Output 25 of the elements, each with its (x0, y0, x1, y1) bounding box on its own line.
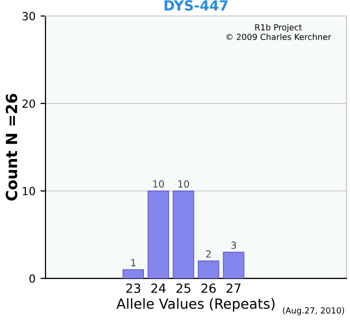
data-label: 2 (206, 250, 211, 258)
bar (148, 190, 170, 278)
data-label: 3 (231, 242, 236, 249)
data-label: 10 (153, 180, 164, 188)
y-tick-label: 20 (22, 99, 36, 108)
x-tick-label: 25 (176, 283, 190, 293)
text: (Aug.27, 2010) (282, 307, 344, 316)
bar (172, 190, 194, 278)
annotation: © 2009 Charles Kerchner (226, 34, 332, 40)
data-label: 1 (131, 259, 136, 266)
x-tick-label: 26 (202, 283, 216, 293)
data-label: 10 (178, 180, 189, 188)
bar (198, 260, 220, 278)
x-tick-label: 24 (151, 283, 166, 293)
y-axis-title: Count N =26 (6, 94, 18, 201)
bar (122, 269, 144, 278)
y-tick-label: 0 (29, 274, 36, 283)
x-tick-label: 27 (226, 283, 241, 293)
y-tick-label: 10 (22, 186, 36, 196)
x-axis-title: Allele Values (Repeats) (116, 298, 274, 312)
y-tick-label: 30 (22, 12, 36, 20)
annotation: R1b Project (255, 24, 302, 32)
x-tick-label: 23 (126, 283, 140, 293)
bar (222, 252, 244, 278)
chart-title: DYS-447 (164, 0, 228, 11)
